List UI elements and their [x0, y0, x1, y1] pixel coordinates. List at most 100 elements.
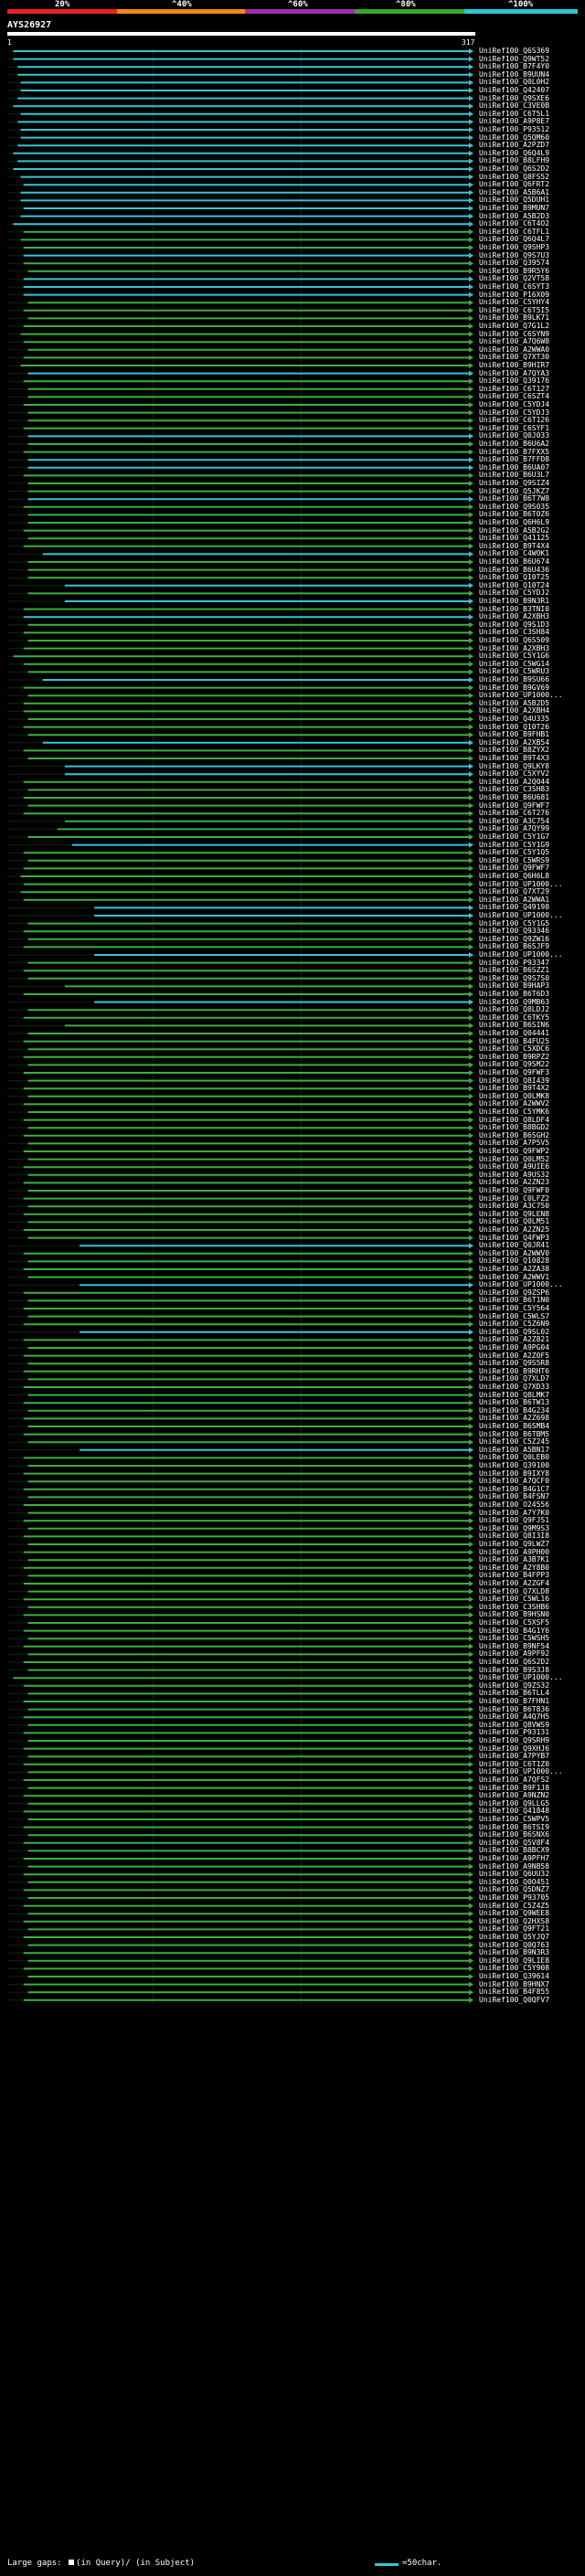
hit-label[interactable]: UniRef100_C5WRU3 — [479, 667, 550, 676]
hit-label[interactable]: UniRef100_B4F855 — [479, 1988, 550, 1997]
hit-label[interactable]: UniRef100_B4G234 — [479, 1405, 550, 1415]
hit-label[interactable]: UniRef100_C5Y564 — [479, 1304, 550, 1312]
hit-label[interactable]: UniRef100_Q0O451 — [479, 1877, 550, 1886]
hit-label[interactable]: UniRef100_Q9FWP2 — [479, 1147, 550, 1155]
hit-label[interactable]: UniRef100_Q9S035 — [479, 502, 550, 511]
hit-label[interactable]: UniRef100_C5XSF5 — [479, 1618, 550, 1627]
hit-label[interactable]: UniRef100_Q0Q763 — [479, 1940, 550, 1949]
hit-label[interactable]: UniRef100_B9HAP3 — [479, 981, 550, 991]
hit-label[interactable]: UniRef100_C3SH84 — [479, 628, 550, 637]
hit-label[interactable]: UniRef100_Q39614 — [479, 1972, 550, 1980]
hit-label[interactable]: UniRef100_A7QYA3 — [479, 368, 550, 377]
hit-label[interactable]: UniRef100_B8BGD2 — [479, 1123, 550, 1132]
hit-label[interactable]: UniRef100_B9N3R1 — [479, 597, 550, 605]
hit-label[interactable]: UniRef100_B6SIN6 — [479, 1021, 550, 1030]
hit-label[interactable]: UniRef100_C3SHB6 — [479, 1602, 550, 1611]
hit-label[interactable]: UniRef100_B7FXX5 — [479, 447, 550, 456]
hit-label[interactable]: UniRef100_A5B2G2 — [479, 525, 550, 535]
hit-label[interactable]: UniRef100_A7QFS2 — [479, 1776, 550, 1784]
hit-label[interactable]: UniRef100_Q0LEB0 — [479, 1453, 550, 1462]
hit-label[interactable]: UniRef100_C5YDJ3 — [479, 408, 550, 417]
hit-label[interactable]: UniRef100_C4WOK1 — [479, 549, 550, 558]
hit-label[interactable]: UniRef100_A9US32 — [479, 1170, 550, 1179]
hit-label[interactable]: UniRef100_Q8FS52 — [479, 172, 550, 181]
hit-label[interactable]: UniRef100_B6U674 — [479, 557, 550, 566]
hit-label[interactable]: UniRef100_C0LFZ2 — [479, 1193, 550, 1203]
hit-label[interactable]: UniRef100_C6T1Z0 — [479, 1759, 550, 1768]
hit-label[interactable]: UniRef100_O24556 — [479, 1500, 550, 1509]
hit-label[interactable]: UniRef100_Q7XLD8 — [479, 1586, 550, 1595]
hit-label[interactable]: UniRef100_Q9FWF3 — [479, 1068, 550, 1076]
hit-label[interactable]: UniRef100_A7QCF0 — [479, 1477, 550, 1486]
hit-label[interactable]: UniRef100_C5YHY4 — [479, 298, 550, 307]
hit-label[interactable]: UniRef100_Q2VT58 — [479, 274, 550, 283]
hit-label[interactable]: UniRef100_A2WWA1 — [479, 895, 550, 904]
hit-label[interactable]: UniRef100_Q2HXS8 — [479, 1916, 550, 1925]
hit-label[interactable]: UniRef100_Q9LWZ7 — [479, 1540, 550, 1548]
hit-label[interactable]: UniRef100_C5Z245 — [479, 1437, 550, 1447]
hit-label[interactable]: UniRef100_C6TKY5 — [479, 1012, 550, 1022]
hit-label[interactable]: UniRef100_Q8LDJ2 — [479, 1005, 550, 1014]
hit-label[interactable]: UniRef100_Q0JR41 — [479, 1241, 550, 1250]
hit-label[interactable]: UniRef100_B6SNX6 — [479, 1830, 550, 1839]
hit-label[interactable]: UniRef100_B9FHB1 — [479, 730, 550, 739]
hit-label[interactable]: UniRef100_Q9FT21 — [479, 1924, 550, 1934]
hit-label[interactable]: UniRef100_A7Q6W8 — [479, 337, 550, 346]
hit-label[interactable]: UniRef100_UP1000... — [479, 1767, 563, 1776]
hit-label[interactable]: UniRef100_Q9S7U3 — [479, 250, 550, 260]
hit-label[interactable]: UniRef100_B9GV69 — [479, 683, 550, 692]
hit-label[interactable]: UniRef100_C5YDJ2 — [479, 588, 550, 598]
hit-label[interactable]: UniRef100_Q9LEN8 — [479, 1209, 550, 1218]
hit-label[interactable]: UniRef100_B9T4X4 — [479, 541, 550, 550]
hit-label[interactable]: UniRef100_Q0LM51 — [479, 1217, 550, 1226]
hit-label[interactable]: UniRef100_B7FFD8 — [479, 455, 550, 464]
hit-label[interactable]: UniRef100_A5B6A1 — [479, 187, 550, 196]
hit-label[interactable]: UniRef100_C5Y1Q5 — [479, 848, 550, 857]
hit-label[interactable]: UniRef100_Q6UU32 — [479, 1870, 550, 1879]
hit-label[interactable]: UniRef100_B6U3L7 — [479, 471, 550, 480]
hit-label[interactable]: UniRef100_C6SYT3 — [479, 282, 550, 291]
hit-label[interactable]: UniRef100_A2ZN25 — [479, 1225, 550, 1234]
hit-label[interactable]: UniRef100_Q9XHJ6 — [479, 1744, 550, 1753]
hit-label[interactable]: UniRef100_Q6H6L9 — [479, 518, 550, 526]
hit-label[interactable]: UniRef100_B9LK71 — [479, 313, 550, 323]
hit-label[interactable]: UniRef100_A9NB58 — [479, 1861, 550, 1871]
hit-label[interactable]: UniRef100_B6T0Z6 — [479, 510, 550, 519]
hit-label[interactable]: UniRef100_Q6S2D2 — [479, 164, 550, 173]
hit-label[interactable]: UniRef100_B9HSN0 — [479, 1610, 550, 1619]
hit-label[interactable]: UniRef100_P93705 — [479, 1893, 550, 1902]
hit-label[interactable]: UniRef100_Q0LMK8 — [479, 1091, 550, 1100]
hit-label[interactable]: UniRef100_B6U436 — [479, 565, 550, 574]
hit-label[interactable]: UniRef100_B9HIR7 — [479, 361, 550, 369]
hit-label[interactable]: UniRef100_Q7G1L2 — [479, 322, 550, 330]
hit-label[interactable]: UniRef100_A2XBH4 — [479, 706, 550, 716]
hit-label[interactable]: UniRef100_Q04441 — [479, 1029, 550, 1037]
hit-label[interactable]: UniRef100_UP1000... — [479, 879, 563, 888]
hit-label[interactable]: UniRef100_A3C750 — [479, 1202, 550, 1211]
hit-label[interactable]: UniRef100_A5BN17 — [479, 1445, 550, 1454]
hit-label[interactable]: UniRef100_UP1000... — [479, 950, 563, 959]
hit-label[interactable]: UniRef100_A4Q7H5 — [479, 1712, 550, 1722]
hit-label[interactable]: UniRef100_B4FSN7 — [479, 1492, 550, 1501]
hit-label[interactable]: UniRef100_B9RHT6 — [479, 1366, 550, 1375]
hit-label[interactable]: UniRef100_Q9SHP3 — [479, 243, 550, 251]
hit-label[interactable]: UniRef100_B9RPZ2 — [479, 1052, 550, 1061]
hit-label[interactable]: UniRef100_A2PZD7 — [479, 141, 550, 150]
hit-label[interactable]: UniRef100_Q6Q4L9 — [479, 148, 550, 157]
hit-label[interactable]: UniRef100_Q6S509 — [479, 636, 550, 644]
hit-label[interactable]: UniRef100_Q9SIZ4 — [479, 479, 550, 487]
hit-label[interactable]: UniRef100_A9PH00 — [479, 1547, 550, 1556]
hit-label[interactable]: UniRef100_A2ZGF4 — [479, 1579, 550, 1587]
hit-label[interactable]: UniRef100_Q9S7S0 — [479, 973, 550, 982]
hit-label[interactable]: UniRef100_C6SYF1 — [479, 423, 550, 432]
hit-label[interactable]: UniRef100_Q8VWS9 — [479, 1720, 550, 1729]
hit-label[interactable]: UniRef100_Q8LDF4 — [479, 1115, 550, 1124]
hit-label[interactable]: UniRef100_Q9SRH9 — [479, 1736, 550, 1744]
hit-label[interactable]: UniRef100_C6T127 — [479, 384, 550, 393]
hit-label[interactable]: UniRef100_UP1000... — [479, 691, 563, 700]
hit-label[interactable]: UniRef100_B4FU25 — [479, 1036, 550, 1045]
hit-label[interactable]: UniRef100_Q4FWP3 — [479, 1233, 550, 1242]
hit-label[interactable]: UniRef100_Q9SL02 — [479, 1327, 550, 1336]
hit-label[interactable]: UniRef100_A7PYB7 — [479, 1752, 550, 1761]
hit-label[interactable]: UniRef100_B6T836 — [479, 1704, 550, 1713]
